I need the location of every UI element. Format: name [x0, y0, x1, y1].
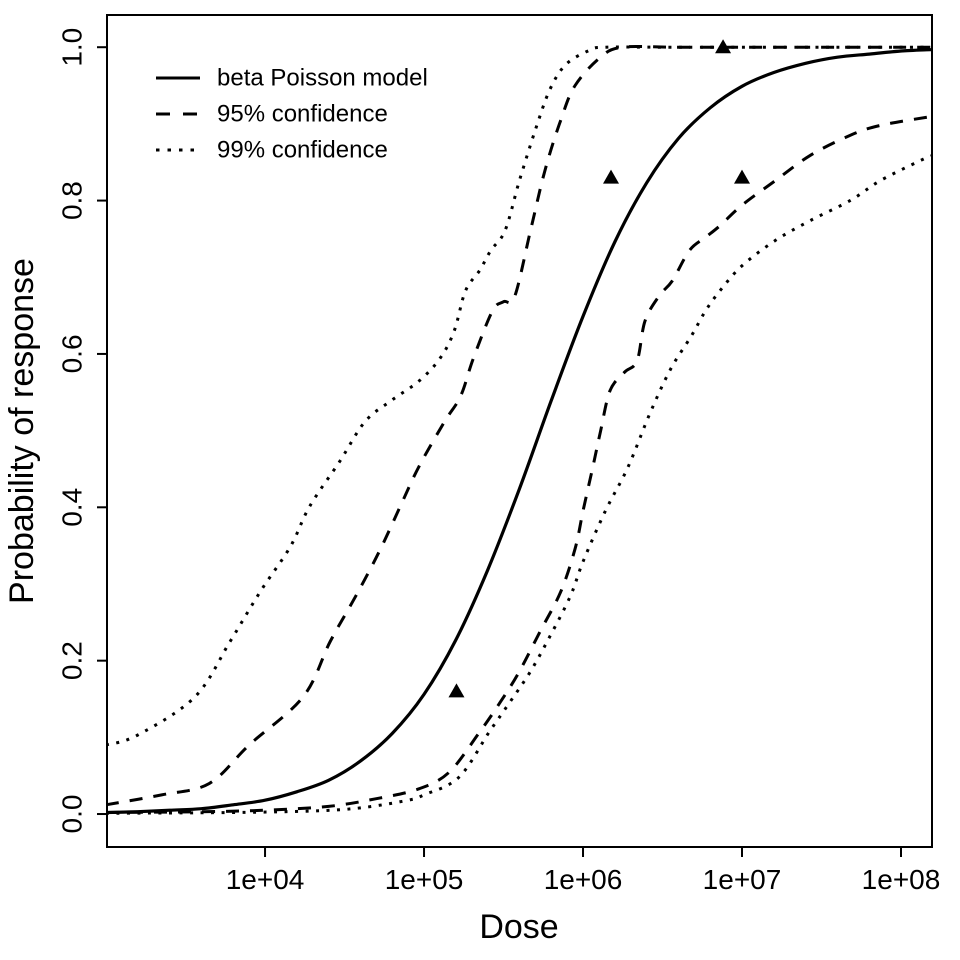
- x-tick-label: 1e+07: [703, 864, 782, 895]
- observed-data-triangle: [734, 169, 751, 184]
- observed-data-triangle: [448, 683, 465, 698]
- x-axis-ticks: 1e+04 1e+05 1e+06 1e+07 1e+08: [226, 847, 941, 895]
- plot-border: [106, 14, 933, 848]
- observed-data-triangle: [603, 169, 620, 184]
- y-tick-label: 0.0: [57, 795, 88, 834]
- observed-data-triangle: [715, 39, 732, 54]
- curve-beta-poisson-model: [107, 47, 932, 815]
- curve-99-confidence-lower: [107, 154, 932, 815]
- legend-label: 95% confidence: [217, 101, 388, 128]
- y-tick-label: 0.8: [57, 181, 88, 220]
- y-tick-label: 0.2: [57, 641, 88, 680]
- x-tick-label: 1e+04: [226, 864, 305, 895]
- x-tick-label: 1e+08: [862, 864, 941, 895]
- y-axis-title: Probability of response: [3, 258, 41, 604]
- x-axis-title: Dose: [479, 908, 558, 946]
- curve-99-confidence-upper: [107, 45, 932, 747]
- x-tick-label: 1e+06: [544, 864, 623, 895]
- observed-points: [448, 39, 751, 698]
- y-tick-label: 1.0: [57, 28, 88, 67]
- legend-label: beta Poisson model: [217, 65, 428, 92]
- y-axis-ticks: 0.0 0.2 0.4 0.6 0.8 1.0: [57, 28, 107, 834]
- y-tick-label: 0.4: [57, 488, 88, 527]
- legend-label: 99% confidence: [217, 137, 388, 164]
- legend: beta Poisson model 95% confidence 99% conf…: [156, 65, 428, 164]
- x-tick-label: 1e+05: [385, 864, 464, 895]
- y-tick-label: 0.6: [57, 334, 88, 373]
- curve-95-confidence-lower: [107, 114, 932, 814]
- series-curves: [107, 44, 932, 815]
- curve-95-confidence-upper: [107, 44, 932, 807]
